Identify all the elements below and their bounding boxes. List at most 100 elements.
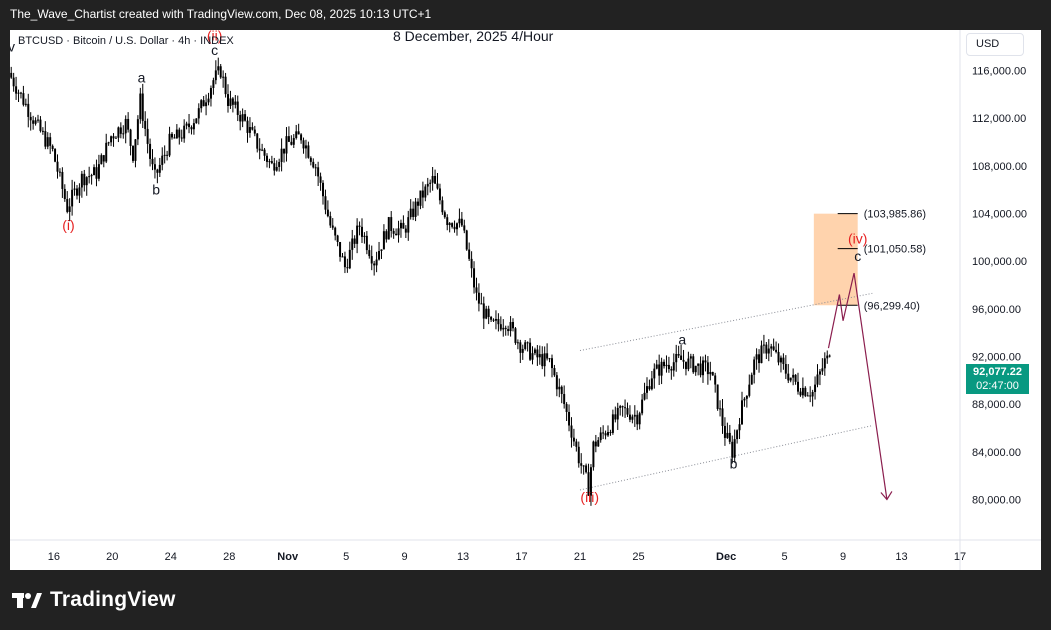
currency-button[interactable]: USD: [966, 33, 1024, 56]
candle-body: [431, 175, 434, 183]
candle-body: [451, 223, 454, 227]
candle-body: [597, 440, 600, 447]
candle-body: [509, 321, 512, 332]
candle-body: [68, 206, 71, 212]
candle-body: [392, 230, 395, 234]
wave-label: c: [211, 42, 218, 58]
tradingview-brand-text: TradingView: [50, 588, 176, 611]
candle-body: [568, 411, 571, 426]
candle-body: [368, 250, 371, 257]
candle-body: [519, 342, 522, 353]
candle-body: [44, 131, 47, 147]
target-zone: [813, 213, 858, 306]
price-chart[interactable]: (103,985.86) (101,050.58) (96,299.40) iv (i)…: [10, 30, 1041, 570]
candle-body: [183, 125, 186, 139]
candle-body: [180, 137, 183, 139]
candle-body: [794, 374, 797, 382]
candle-body: [550, 358, 553, 369]
candle-body: [497, 318, 500, 325]
candle-body: [124, 118, 127, 134]
footer-bar: TradingView: [0, 574, 1051, 630]
candle-body: [134, 139, 137, 161]
candle-body: [636, 414, 639, 425]
y-tick-label: 112,000.00: [972, 113, 1026, 125]
candle-body: [575, 441, 578, 447]
tradingview-logo[interactable]: TradingView: [12, 588, 176, 612]
attribution-bar: The_Wave_Chartist created with TradingVi…: [0, 0, 1051, 30]
candle-body: [738, 424, 741, 431]
candle-body: [200, 100, 203, 109]
candle-body: [655, 364, 658, 369]
candle-body: [619, 406, 622, 408]
candle-body: [163, 154, 166, 156]
candle-body: [494, 318, 497, 321]
candle-body: [49, 137, 52, 146]
candle-body: [711, 372, 714, 376]
x-tick-label: 5: [343, 551, 349, 563]
candle-body: [721, 408, 724, 426]
candle-body: [346, 267, 349, 269]
candle-body: [185, 123, 188, 126]
candle-body: [195, 118, 198, 124]
candle-body: [665, 364, 668, 367]
candle-body: [743, 398, 746, 401]
candle-body: [728, 432, 731, 442]
candle-body: [524, 342, 527, 349]
candle-body: [594, 441, 597, 447]
fib-level-label: (101,050.58): [864, 244, 926, 256]
candle-body: [373, 263, 376, 266]
candle-body: [102, 155, 105, 162]
candle-body: [740, 400, 743, 425]
candle-body: [529, 342, 532, 360]
candle-body: [672, 362, 675, 371]
x-tick-label: 25: [632, 551, 644, 563]
candle-body: [278, 161, 281, 167]
candle-body: [548, 358, 551, 360]
candle-body: [39, 119, 42, 131]
candle-body: [434, 175, 437, 184]
chart-frame[interactable]: [10, 30, 1041, 570]
candle-body: [95, 167, 98, 179]
candle-body: [175, 129, 178, 139]
candle-body: [421, 190, 424, 198]
candle-body: [538, 354, 541, 358]
wave-label: b: [730, 456, 738, 472]
candle-body: [97, 164, 100, 179]
x-tick-label: Dec: [716, 551, 736, 563]
candle-body: [760, 345, 763, 364]
candle-body: [273, 163, 276, 171]
candle-body: [689, 356, 692, 359]
candle-body: [779, 357, 782, 363]
attribution-text: The_Wave_Chartist created with TradingVi…: [10, 7, 432, 21]
candle-body: [611, 414, 614, 433]
candle-body: [166, 154, 169, 156]
symbol-info[interactable]: BTCUSD · Bitcoin / U.S. Dollar · 4h · IN…: [18, 35, 234, 47]
candle-body: [10, 72, 13, 78]
candle-body: [687, 358, 690, 370]
candle-body: [178, 129, 181, 138]
candle-body: [521, 348, 524, 353]
candle-body: [24, 103, 27, 105]
candle-body: [326, 209, 329, 217]
candle-body: [487, 308, 490, 317]
candle-body: [78, 187, 81, 196]
candle-body: [380, 249, 383, 251]
candle-body: [234, 101, 237, 105]
candle-body: [645, 386, 648, 393]
candle-body: [577, 446, 580, 464]
candle-body: [653, 368, 656, 379]
candle-body: [755, 354, 758, 360]
candle-body: [241, 114, 244, 122]
candle-body: [733, 439, 736, 458]
candle-body: [307, 145, 310, 158]
candle-body: [295, 131, 298, 139]
candle-body: [153, 164, 156, 170]
candle-body: [514, 328, 517, 343]
candle-body: [470, 258, 473, 269]
candle-body: [219, 66, 222, 78]
candle-body: [214, 70, 217, 81]
x-tick-label: 17: [515, 551, 527, 563]
candle-body: [602, 432, 605, 434]
candle-body: [343, 256, 346, 268]
candle-body: [205, 102, 208, 107]
